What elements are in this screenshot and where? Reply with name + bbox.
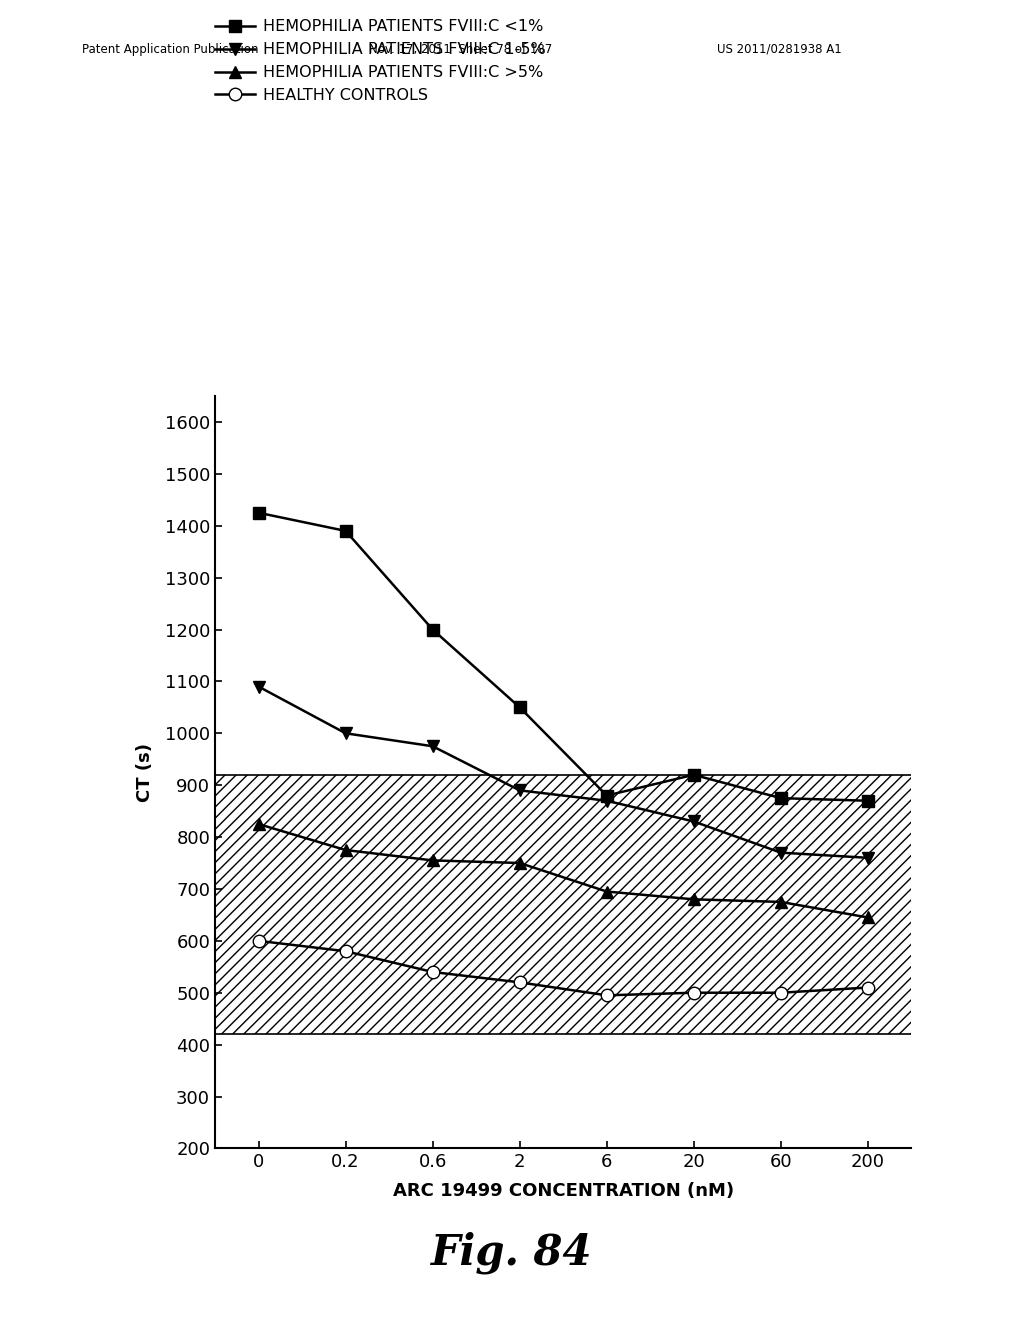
Line: HEALTHY CONTROLS: HEALTHY CONTROLS (252, 935, 874, 1002)
HEALTHY CONTROLS (426, 964, 438, 979)
Line: HEMOPHILIA PATIENTS FVIII:C <1%: HEMOPHILIA PATIENTS FVIII:C <1% (252, 507, 874, 807)
HEMOPHILIA PATIENTS FVIII:C <1% (774, 791, 786, 807)
HEMOPHILIA PATIENTS FVIII:C >5% (252, 816, 264, 832)
HEMOPHILIA PATIENTS FVIII:C >5% (340, 842, 352, 858)
HEMOPHILIA PATIENTS FVIII:C 1-5% (340, 726, 352, 742)
HEMOPHILIA PATIENTS FVIII:C <1% (600, 788, 612, 804)
HEALTHY CONTROLS (862, 979, 874, 995)
Text: Fig. 84: Fig. 84 (431, 1232, 593, 1274)
HEALTHY CONTROLS (688, 985, 700, 1001)
Line: HEMOPHILIA PATIENTS FVIII:C 1-5%: HEMOPHILIA PATIENTS FVIII:C 1-5% (252, 680, 874, 865)
HEMOPHILIA PATIENTS FVIII:C <1% (340, 523, 352, 539)
HEMOPHILIA PATIENTS FVIII:C >5% (514, 855, 526, 871)
HEMOPHILIA PATIENTS FVIII:C >5% (774, 894, 786, 909)
HEMOPHILIA PATIENTS FVIII:C 1-5% (688, 813, 700, 829)
HEALTHY CONTROLS (340, 944, 352, 960)
HEMOPHILIA PATIENTS FVIII:C <1% (862, 793, 874, 809)
HEMOPHILIA PATIENTS FVIII:C 1-5% (252, 678, 264, 694)
Text: Patent Application Publication: Patent Application Publication (82, 42, 258, 55)
Bar (215, 775, 911, 1035)
HEALTHY CONTROLS (514, 974, 526, 990)
HEMOPHILIA PATIENTS FVIII:C <1% (514, 700, 526, 715)
Legend: HEMOPHILIA PATIENTS FVIII:C <1%, HEMOPHILIA PATIENTS FVIII:C 1-5%, HEMOPHILIA PA: HEMOPHILIA PATIENTS FVIII:C <1%, HEMOPHI… (209, 13, 553, 110)
HEMOPHILIA PATIENTS FVIII:C <1% (252, 504, 264, 520)
HEMOPHILIA PATIENTS FVIII:C >5% (862, 909, 874, 925)
HEMOPHILIA PATIENTS FVIII:C <1% (426, 622, 438, 638)
Text: Nov. 17, 2011  Sheet 78 of 187: Nov. 17, 2011 Sheet 78 of 187 (369, 42, 552, 55)
HEALTHY CONTROLS (252, 933, 264, 949)
HEMOPHILIA PATIENTS FVIII:C <1% (688, 767, 700, 783)
Line: HEMOPHILIA PATIENTS FVIII:C >5%: HEMOPHILIA PATIENTS FVIII:C >5% (252, 818, 874, 924)
HEMOPHILIA PATIENTS FVIII:C 1-5% (426, 738, 438, 754)
Y-axis label: CT (s): CT (s) (136, 743, 154, 801)
HEMOPHILIA PATIENTS FVIII:C >5% (688, 891, 700, 907)
HEMOPHILIA PATIENTS FVIII:C >5% (426, 853, 438, 869)
HEMOPHILIA PATIENTS FVIII:C 1-5% (862, 850, 874, 866)
HEALTHY CONTROLS (600, 987, 612, 1003)
X-axis label: ARC 19499 CONCENTRATION (nM): ARC 19499 CONCENTRATION (nM) (392, 1183, 734, 1200)
HEMOPHILIA PATIENTS FVIII:C 1-5% (600, 793, 612, 809)
HEMOPHILIA PATIENTS FVIII:C >5% (600, 883, 612, 899)
HEALTHY CONTROLS (774, 985, 786, 1001)
Text: US 2011/0281938 A1: US 2011/0281938 A1 (717, 42, 842, 55)
HEMOPHILIA PATIENTS FVIII:C 1-5% (774, 845, 786, 861)
HEMOPHILIA PATIENTS FVIII:C 1-5% (514, 783, 526, 799)
